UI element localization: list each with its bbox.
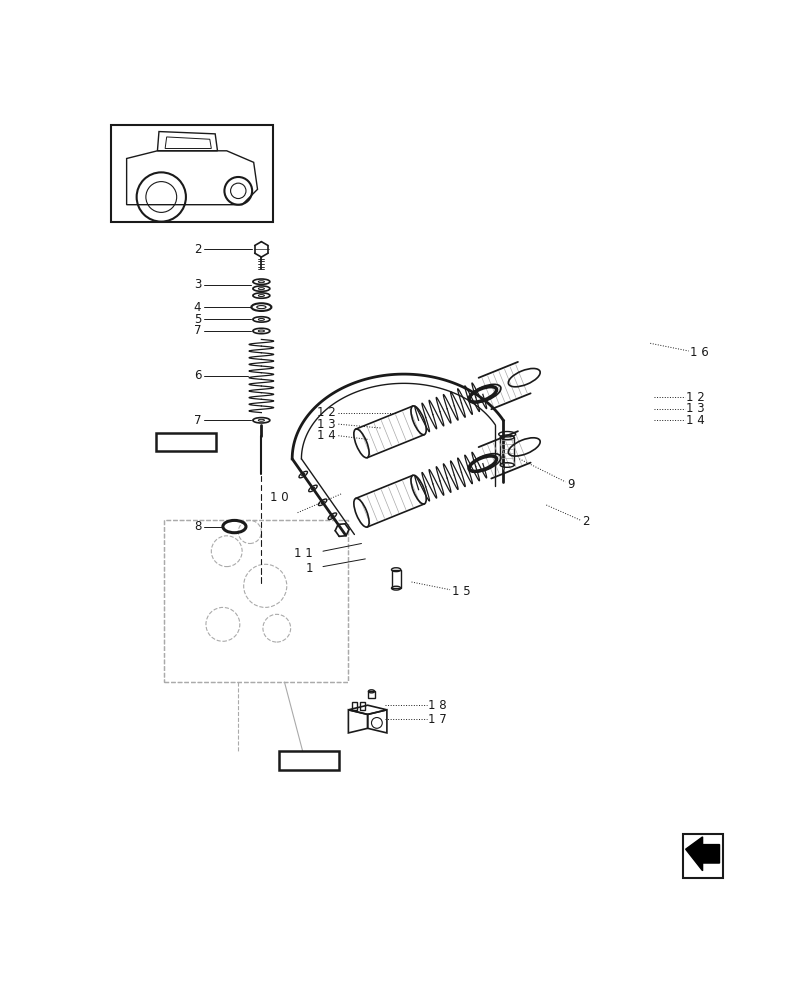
Text: 7: 7 bbox=[194, 324, 201, 337]
Text: 3: 3 bbox=[194, 278, 201, 291]
Bar bbox=[163, 520, 348, 682]
Bar bbox=[163, 520, 348, 682]
Text: 1 5: 1 5 bbox=[451, 585, 470, 598]
Text: 8: 8 bbox=[194, 520, 201, 533]
Text: 1 4: 1 4 bbox=[317, 429, 336, 442]
Text: 1 3: 1 3 bbox=[685, 402, 704, 415]
Text: 1 7: 1 7 bbox=[428, 713, 447, 726]
Text: 1 0: 1 0 bbox=[269, 491, 288, 504]
Text: 9: 9 bbox=[566, 478, 574, 491]
FancyBboxPatch shape bbox=[279, 751, 339, 770]
Text: 1 2: 1 2 bbox=[685, 391, 704, 404]
Text: 1 8: 1 8 bbox=[428, 699, 447, 712]
Bar bbox=[391, 570, 401, 588]
Text: 1: 1 bbox=[305, 562, 312, 575]
Bar bbox=[352, 702, 356, 710]
FancyBboxPatch shape bbox=[156, 433, 216, 451]
Bar bbox=[682, 834, 722, 878]
Text: 1 2: 1 2 bbox=[317, 406, 336, 419]
Text: 7: 7 bbox=[194, 414, 201, 427]
Bar bbox=[111, 125, 272, 222]
Text: 1 4: 1 4 bbox=[685, 414, 704, 427]
Text: 1 6: 1 6 bbox=[689, 346, 708, 359]
Text: 1 1: 1 1 bbox=[294, 547, 312, 560]
Text: 2: 2 bbox=[194, 243, 201, 256]
Text: PAG.3: PAG.3 bbox=[165, 435, 206, 448]
Text: 4: 4 bbox=[194, 301, 201, 314]
Text: PAG.3: PAG.3 bbox=[288, 754, 329, 767]
Text: 1 3: 1 3 bbox=[317, 418, 336, 431]
Text: 6: 6 bbox=[194, 369, 201, 382]
Text: 5: 5 bbox=[194, 313, 201, 326]
Bar bbox=[368, 691, 374, 698]
Text: 2: 2 bbox=[581, 515, 590, 528]
Bar bbox=[359, 702, 364, 710]
Polygon shape bbox=[684, 837, 719, 871]
